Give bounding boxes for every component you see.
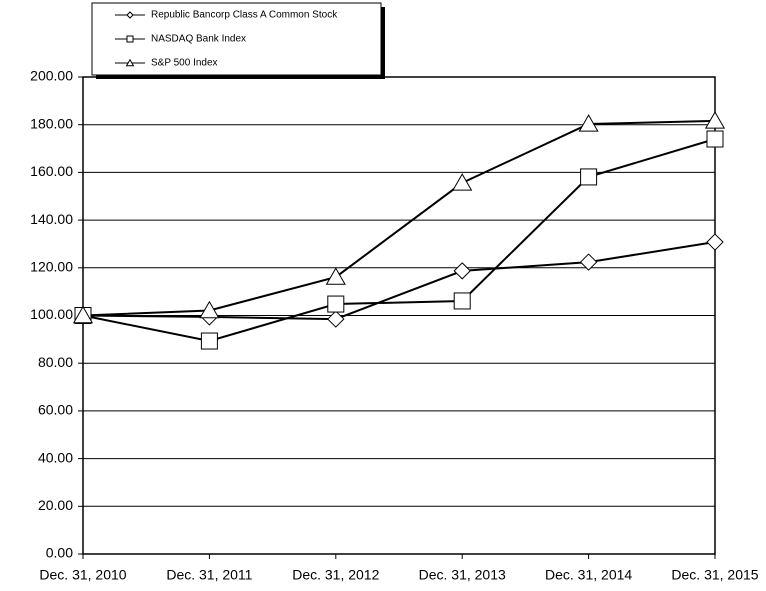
- y-tick-label: 160.00: [30, 163, 73, 179]
- y-tick-label: 0.00: [46, 545, 73, 561]
- marker: [706, 233, 724, 251]
- marker: [125, 58, 135, 67]
- x-tick-label: Dec. 31, 2013: [419, 567, 506, 583]
- y-tick-label: 200.00: [30, 68, 73, 84]
- x-tick-label: Dec. 31, 2012: [292, 567, 379, 583]
- marker: [72, 305, 94, 324]
- legend-label: S&P 500 Index: [151, 58, 218, 69]
- y-tick-label: 100.00: [30, 306, 73, 322]
- marker: [706, 130, 724, 148]
- legend-entries: Republic Bancorp Class A Common Stock NAS…: [115, 10, 338, 69]
- marker: [578, 114, 599, 132]
- marker: [199, 300, 220, 319]
- x-tick-label: Dec. 31, 2014: [545, 567, 632, 583]
- y-tick-label: 180.00: [30, 115, 73, 131]
- marker: [126, 35, 134, 43]
- legend-label: NASDAQ Bank Index: [151, 34, 246, 45]
- marker: [452, 173, 473, 191]
- y-tick-label: 60.00: [38, 402, 73, 418]
- series-line: [82, 119, 716, 317]
- marker: [325, 267, 346, 285]
- marker: [327, 295, 345, 313]
- marker: [579, 253, 598, 271]
- x-tick-label: Dec. 31, 2015: [671, 567, 758, 583]
- y-tick-label: 80.00: [38, 354, 73, 370]
- marker: [580, 168, 598, 186]
- x-tick-label: Dec. 31, 2010: [39, 567, 126, 583]
- legend-label: Republic Bancorp Class A Common Stock: [151, 10, 338, 21]
- marker: [126, 11, 134, 19]
- series-line: [82, 138, 716, 343]
- series-line: [82, 241, 716, 321]
- y-tick-label: 120.00: [30, 259, 73, 275]
- y-tick-label: 20.00: [38, 497, 73, 513]
- y-tick-label: 40.00: [38, 449, 73, 465]
- marker: [704, 111, 726, 129]
- marker: [200, 332, 218, 350]
- y-tick-label: 140.00: [30, 211, 73, 227]
- marker: [327, 310, 345, 328]
- marker: [453, 292, 471, 310]
- x-tick-label: Dec. 31, 2011: [166, 567, 252, 583]
- marker: [453, 262, 471, 280]
